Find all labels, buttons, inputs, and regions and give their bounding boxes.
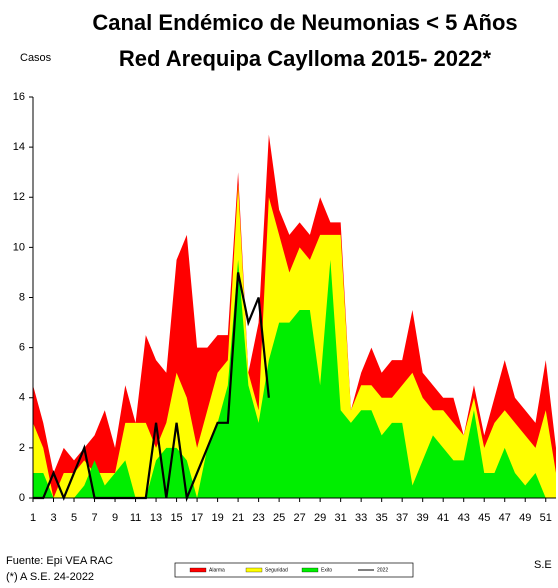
- y-tick-label: 8: [19, 291, 25, 303]
- x-tick-label: 45: [478, 512, 490, 524]
- y-tick-label: 10: [13, 241, 25, 253]
- x-tick-label: 41: [437, 512, 449, 524]
- x-tick-label: 27: [294, 512, 306, 524]
- x-tick-label: 43: [458, 512, 470, 524]
- legend-swatch: [189, 567, 207, 573]
- legend-label: Alarma: [209, 567, 225, 573]
- x-tick-label: 29: [314, 512, 326, 524]
- x-tick-label: 47: [499, 512, 511, 524]
- x-tick-label: 39: [417, 512, 429, 524]
- y-tick-label: 12: [13, 191, 25, 203]
- x-tick-label: 19: [211, 512, 223, 524]
- area: [33, 259, 556, 498]
- x-tick-label: 49: [519, 512, 531, 524]
- y-tick-label: 0: [19, 492, 25, 504]
- y-tick-label: 2: [19, 442, 25, 454]
- x-tick-label: 35: [376, 512, 388, 524]
- legend-label: 2022: [377, 567, 388, 573]
- x-tick-label: 21: [232, 512, 244, 524]
- chart-subtitle: Red Arequipa Caylloma 2015- 2022*: [119, 46, 492, 71]
- x-tick-label: 51: [540, 512, 552, 524]
- legend-label: Exito: [321, 567, 332, 573]
- chart-title: Canal Endémico de Neumonias < 5 Años: [92, 10, 517, 35]
- x-tick-label: 15: [170, 512, 182, 524]
- y-tick-label: 6: [19, 342, 25, 354]
- legend-swatch: [245, 567, 263, 573]
- y-tick-label: 14: [13, 141, 25, 153]
- x-tick-label: 1: [30, 512, 36, 524]
- x-tick-label: 11: [130, 512, 141, 524]
- x-tick-label: 23: [252, 512, 264, 524]
- y-tick-label: 16: [13, 91, 25, 103]
- legend-box: [174, 562, 414, 578]
- legend-label: Seguridad: [265, 567, 288, 573]
- y-axis-label: Casos: [20, 52, 52, 64]
- x-tick-label: 25: [273, 512, 285, 524]
- x-tick-label: 9: [112, 512, 118, 524]
- y-tick-label: 4: [19, 392, 25, 404]
- x-tick-label: 13: [150, 512, 162, 524]
- x-tick-label: 3: [50, 512, 56, 524]
- source: Fuente: Epi VEA RAC: [6, 555, 113, 567]
- line: [33, 272, 270, 503]
- note: (*) A S.E. 24-2022: [6, 571, 94, 583]
- x-tick-label: 17: [191, 512, 203, 524]
- x-tick-label: 5: [71, 512, 77, 524]
- x-axis-label: S.E: [534, 559, 552, 571]
- x-tick-label: 33: [355, 512, 367, 524]
- x-tick-label: 37: [396, 512, 408, 524]
- x-tick-label: 7: [91, 512, 97, 524]
- legend-swatch: [301, 567, 319, 573]
- x-tick-label: 31: [335, 512, 347, 524]
